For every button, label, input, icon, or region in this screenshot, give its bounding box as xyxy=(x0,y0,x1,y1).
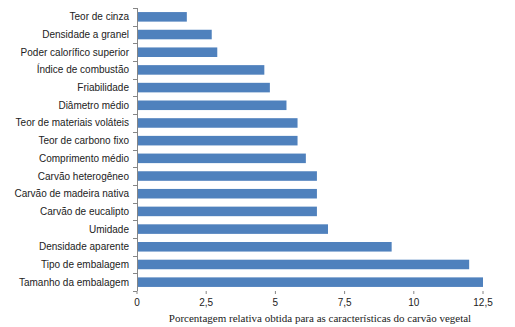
category-tick xyxy=(133,79,137,80)
category-label: Densidade aparente xyxy=(39,241,130,252)
bar xyxy=(137,171,317,181)
x-tick-label: 5 xyxy=(273,297,279,308)
bar xyxy=(137,12,187,22)
x-tick-label: 12,5 xyxy=(473,297,493,308)
category-label: Índice de combustão xyxy=(37,63,130,75)
category-tick xyxy=(133,61,137,62)
category-label: Teor de cinza xyxy=(70,11,130,22)
x-tick-label: 7,5 xyxy=(338,297,352,308)
category-tick xyxy=(133,185,137,186)
category-tick xyxy=(133,220,137,221)
category-label: Teor de materiais voláteis xyxy=(16,117,129,128)
category-tick xyxy=(133,114,137,115)
bar xyxy=(137,101,286,111)
category-label: Comprimento médio xyxy=(39,153,129,164)
category-tick xyxy=(133,238,137,239)
category-label: Carvão heterogêneo xyxy=(38,171,130,182)
chart: Teor de cinza Densidade a granel Poder cal… xyxy=(0,0,515,327)
category-label: Umidade xyxy=(89,224,129,235)
x-tick xyxy=(275,291,276,294)
category-tick xyxy=(133,132,137,133)
bar xyxy=(137,154,306,164)
category-label: Tamanho da embalagem xyxy=(19,277,129,288)
category-tick xyxy=(133,26,137,27)
category-tick xyxy=(133,150,137,151)
bar xyxy=(137,136,298,146)
category-tick xyxy=(133,43,137,44)
category-tick xyxy=(133,8,137,9)
x-tick xyxy=(206,291,207,294)
y-axis xyxy=(137,8,138,291)
bar xyxy=(137,260,469,270)
category-label: Poder calorífico superior xyxy=(21,47,130,58)
x-tick xyxy=(483,291,484,294)
bar xyxy=(137,65,264,75)
category-tick xyxy=(133,291,137,292)
bar xyxy=(137,277,483,287)
category-tick xyxy=(133,203,137,204)
x-tick xyxy=(344,291,345,294)
category-label: Friabilidade xyxy=(77,82,129,93)
category-label: Carvão de madeira nativa xyxy=(14,188,129,199)
bar xyxy=(137,83,270,93)
x-tick xyxy=(137,291,138,294)
bar xyxy=(137,207,317,217)
x-tick xyxy=(413,291,414,294)
category-tick xyxy=(133,167,137,168)
bar xyxy=(137,47,217,57)
category-label: Teor de carbono fixo xyxy=(38,135,129,146)
x-axis-title: Porcentagem relativa obtida para as cara… xyxy=(169,312,471,324)
bar xyxy=(137,189,317,199)
category-tick xyxy=(133,256,137,257)
bar xyxy=(137,30,212,40)
bar xyxy=(137,118,298,128)
category-label: Densidade a granel xyxy=(42,29,129,40)
category-tick xyxy=(133,96,137,97)
category-label: Diâmetro médio xyxy=(58,100,129,111)
x-tick-label: 0 xyxy=(134,297,140,308)
category-label: Tipo de embalagem xyxy=(41,259,129,270)
bar xyxy=(137,224,328,234)
x-tick-label: 10 xyxy=(408,297,420,308)
category-tick xyxy=(133,273,137,274)
x-tick-label: 2,5 xyxy=(199,297,213,308)
bars xyxy=(137,12,483,287)
category-label: Carvão de eucalipto xyxy=(40,206,129,217)
bar xyxy=(137,242,392,252)
